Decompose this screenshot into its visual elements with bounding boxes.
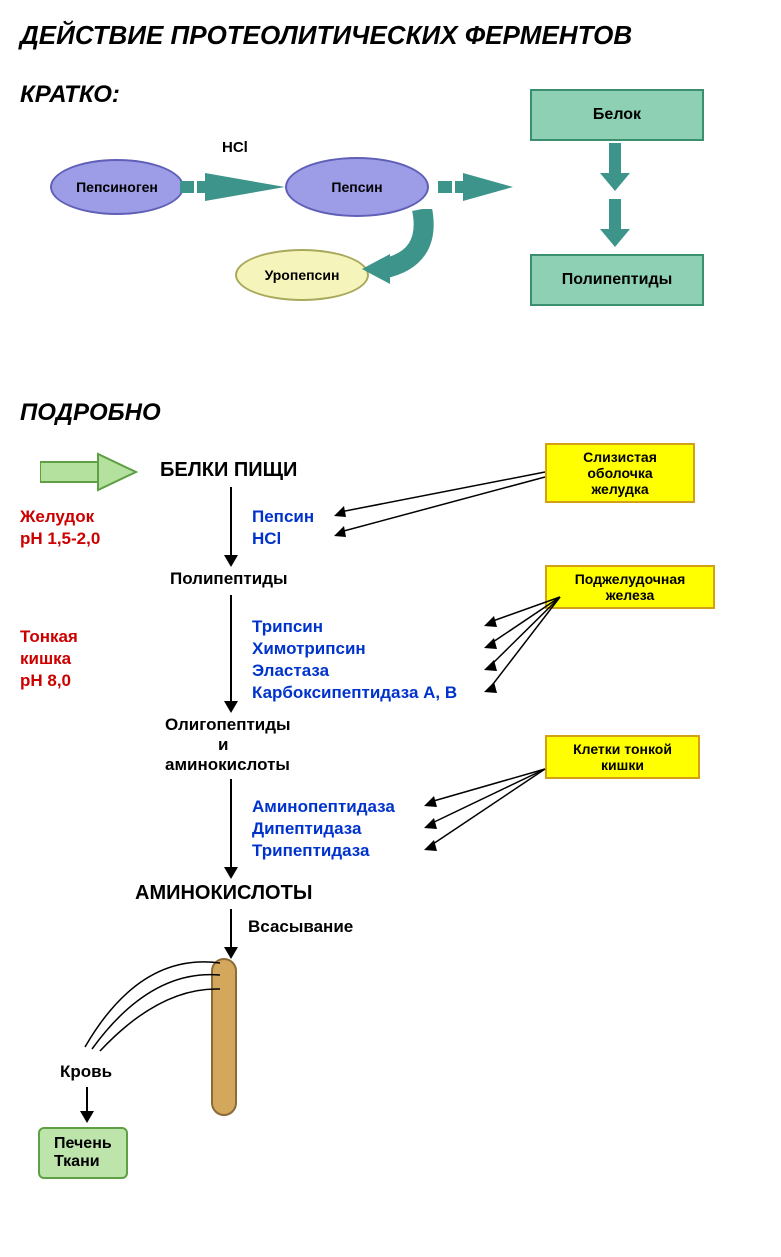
- intestine-label2: кишка: [20, 649, 71, 669]
- tissues-label: Ткани: [54, 1153, 112, 1171]
- hcl-label: HCl: [222, 139, 248, 156]
- aminoacids-uc-label: АМИНОКИСЛОТЫ: [135, 882, 312, 905]
- liver-label: Печень: [54, 1135, 112, 1153]
- absorption-curves: [70, 957, 230, 1067]
- arrow-down-2: [222, 595, 240, 713]
- arrow-pepsinogen-pepsin: [180, 173, 290, 201]
- intestine-cells-arrows: [420, 767, 550, 857]
- pancreas-line1: Поджелудочная: [555, 571, 705, 587]
- polypeptides-label: Полипептиды: [170, 569, 288, 589]
- mucosa-line3: желудка: [555, 481, 685, 497]
- oligopeptides-label: Олигопептиды: [165, 715, 291, 735]
- mucosa-line2: оболочка: [555, 465, 685, 481]
- intestine-label: Тонкая: [20, 627, 78, 647]
- arrow-food-proteins: [40, 452, 140, 492]
- arrow-pepsin-right: [438, 173, 518, 201]
- and-label: и: [218, 735, 228, 755]
- detail-heading: ПОДРОБНО: [20, 399, 761, 427]
- intestine-ph: pH 8,0: [20, 671, 71, 691]
- arrow-protein-down1: [600, 143, 630, 193]
- dipeptidase-label: Дипептидаза: [252, 819, 361, 839]
- tripeptidase-label: Трипептидаза: [252, 841, 369, 861]
- polypeptides-box: Полипептиды: [530, 254, 704, 306]
- liver-tissues-box: Печень Ткани: [38, 1127, 128, 1179]
- trypsin-label: Трипсин: [252, 617, 323, 637]
- pancreas-arrows: [480, 592, 570, 702]
- arrow-protein-down2: [600, 199, 630, 249]
- intestine-cells-box: Клетки тонкой кишки: [545, 735, 700, 779]
- chymotrypsin-label: Химотрипсин: [252, 639, 366, 659]
- hcl-label2: HCl: [252, 529, 281, 549]
- stomach-ph: pH 1,5-2,0: [20, 529, 100, 549]
- carboxypeptidase-label: Карбоксипептидаза А, В: [252, 683, 457, 703]
- mucosa-line1: Слизистая: [555, 449, 685, 465]
- intestine-cells-line1: Клетки тонкой: [555, 741, 690, 757]
- absorption-label: Всасывание: [248, 917, 353, 937]
- mucosa-arrows: [330, 467, 550, 537]
- stomach-label: Желудок: [20, 507, 94, 527]
- arrow-pepsin-uropepsin: [360, 209, 440, 289]
- arrow-down-4: [222, 909, 240, 959]
- pancreas-box: Поджелудочная железа: [545, 565, 715, 609]
- aminopeptidase-label: Аминопептидаза: [252, 797, 395, 817]
- pancreas-line2: железа: [555, 587, 705, 603]
- aminoacids-lc-label: аминокислоты: [165, 755, 290, 775]
- pepsinogen-ellipse: Пепсиноген: [50, 159, 184, 215]
- arrow-down-1: [222, 487, 240, 567]
- pepsin-ellipse: Пепсин: [285, 157, 429, 217]
- intestine-cells-line2: кишки: [555, 757, 690, 773]
- brief-diagram: Белок Полипептиды Пепсиноген Пепсин Уроп…: [20, 119, 761, 369]
- arrow-down-3: [222, 779, 240, 879]
- uropepsin-ellipse: Уропепсин: [235, 249, 369, 301]
- elastase-label: Эластаза: [252, 661, 329, 681]
- pepsin-label: Пепсин: [252, 507, 314, 527]
- protein-box: Белок: [530, 89, 704, 141]
- main-title: ДЕЙСТВИЕ ПРОТЕОЛИТИЧЕСКИХ ФЕРМЕНТОВ: [20, 20, 761, 51]
- food-proteins-label: БЕЛКИ ПИЩИ: [160, 459, 297, 482]
- arrow-down-5: [78, 1087, 96, 1123]
- blood-label: Кровь: [60, 1062, 112, 1082]
- mucosa-box: Слизистая оболочка желудка: [545, 443, 695, 503]
- detail-diagram: БЕЛКИ ПИЩИ Слизистая оболочка желудка Же…: [20, 437, 761, 1237]
